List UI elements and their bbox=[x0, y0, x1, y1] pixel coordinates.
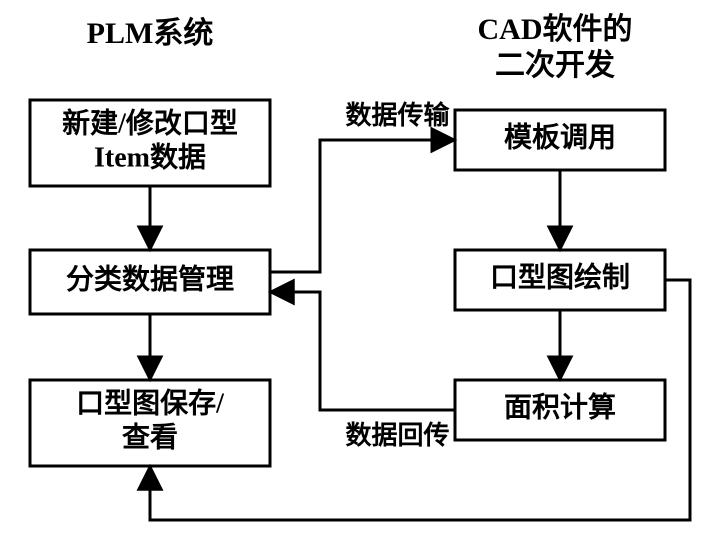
edge-label-return: 数据回传 bbox=[345, 421, 449, 450]
node-area-line1: 面积计算 bbox=[504, 390, 616, 423]
node-save_view-line2: 查看 bbox=[122, 421, 178, 453]
edge-label-transfer: 数据传输 bbox=[345, 100, 450, 130]
node-area: 面积计算 bbox=[455, 380, 665, 440]
node-save_view-line1: 口型图保存/ bbox=[76, 386, 225, 419]
node-draw: 口型图绘制 bbox=[455, 250, 665, 310]
edge-classify-template bbox=[270, 140, 455, 272]
node-classify: 分类数据管理 bbox=[30, 250, 270, 314]
node-save_view: 口型图保存/查看 bbox=[30, 380, 270, 466]
node-classify-line1: 分类数据管理 bbox=[66, 262, 234, 295]
edge-area-classify bbox=[270, 292, 455, 410]
header-right-line1: CAD软件的 bbox=[478, 13, 633, 46]
node-new_item-line2: Item数据 bbox=[94, 141, 206, 173]
header-right-line2: 二次开发 bbox=[495, 49, 615, 82]
node-new_item-line1: 新建/修改口型 bbox=[62, 107, 238, 139]
header-left: PLM系统 bbox=[87, 16, 214, 50]
node-template: 模板调用 bbox=[455, 110, 665, 170]
node-draw-line1: 口型图绘制 bbox=[490, 260, 630, 293]
node-template-line1: 模板调用 bbox=[504, 121, 616, 153]
node-new_item: 新建/修改口型Item数据 bbox=[30, 100, 270, 186]
